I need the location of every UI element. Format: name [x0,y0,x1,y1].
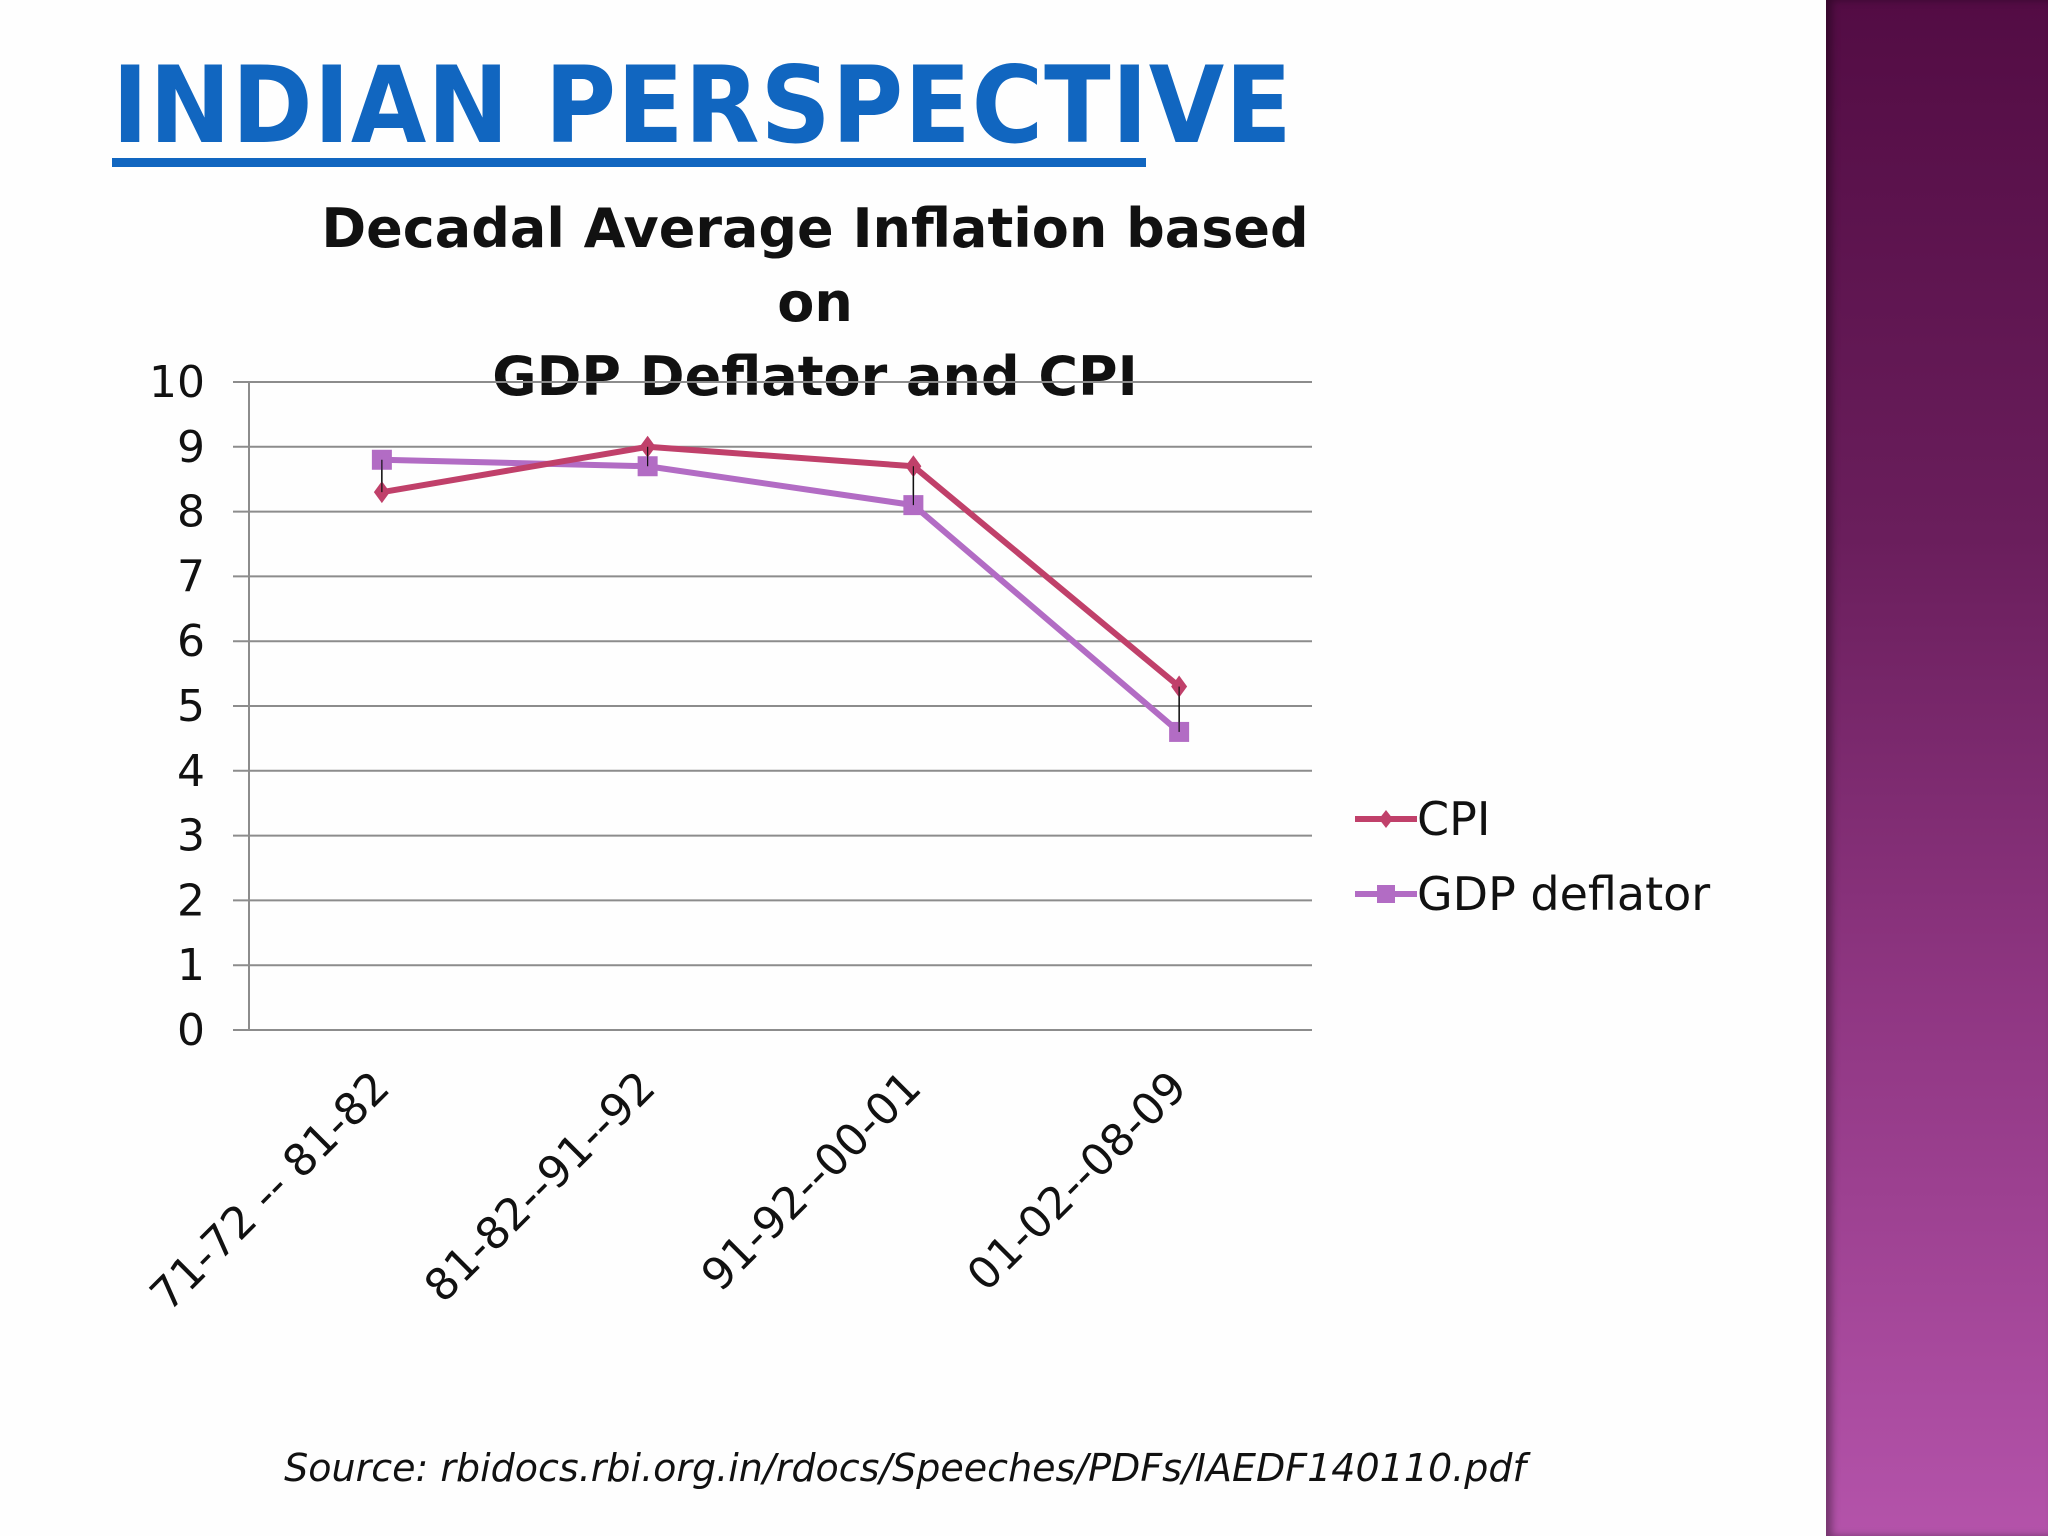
chart-title-line2: GDP Deflator and CPI [492,345,1138,408]
y-tick-label: 4 [177,746,205,797]
y-tick-label: 9 [177,422,205,473]
y-tick-label: 10 [149,357,205,408]
source-citation: Source: rbidocs.rbi.org.in/rdocs/Speeche… [284,1446,1526,1490]
title-underline [112,158,1146,167]
legend-item-gdp-deflator: GDP deflator [1355,867,1710,921]
y-tick-label: 0 [177,1005,205,1056]
x-tick-label: 01-02--08-09 [958,1062,1197,1301]
y-tick-label: 1 [177,940,205,991]
legend-cpi-marker-icon [1355,810,1417,828]
chart-title: Decadal Average Inflation based on GDP D… [280,192,1350,414]
line-chart: 0 1 2 3 4 5 6 7 8 9 10 71-72 -- 81-82 81-82--91--92 9… [141,357,1312,1321]
legend-label-cpi: CPI [1417,792,1491,846]
decorative-side-panel [1826,0,2048,1536]
x-tick-label: 91-92--00-01 [692,1062,931,1301]
y-tick-label: 6 [177,616,205,667]
x-tick-label: 81-82--91--92 [415,1062,666,1313]
y-tick-label: 8 [177,487,205,538]
series-line-cpi [381,443,1182,689]
slide-title: INDIAN PERSPECTIVE [112,44,1293,167]
x-tick-label: 71-72 -- 81-82 [141,1062,400,1321]
legend-label-gdp-deflator: GDP deflator [1417,867,1711,921]
y-tick-label: 3 [177,811,205,862]
chart-title-line1: Decadal Average Inflation based on [321,197,1309,334]
legend-gdp-marker-icon [1355,885,1417,903]
legend-item-cpi: CPI [1355,792,1490,846]
y-tick-label: 2 [177,875,205,926]
y-tick-label: 5 [177,681,205,732]
y-tick-label: 7 [177,551,205,602]
series-line-gdp-deflator [381,456,1182,735]
